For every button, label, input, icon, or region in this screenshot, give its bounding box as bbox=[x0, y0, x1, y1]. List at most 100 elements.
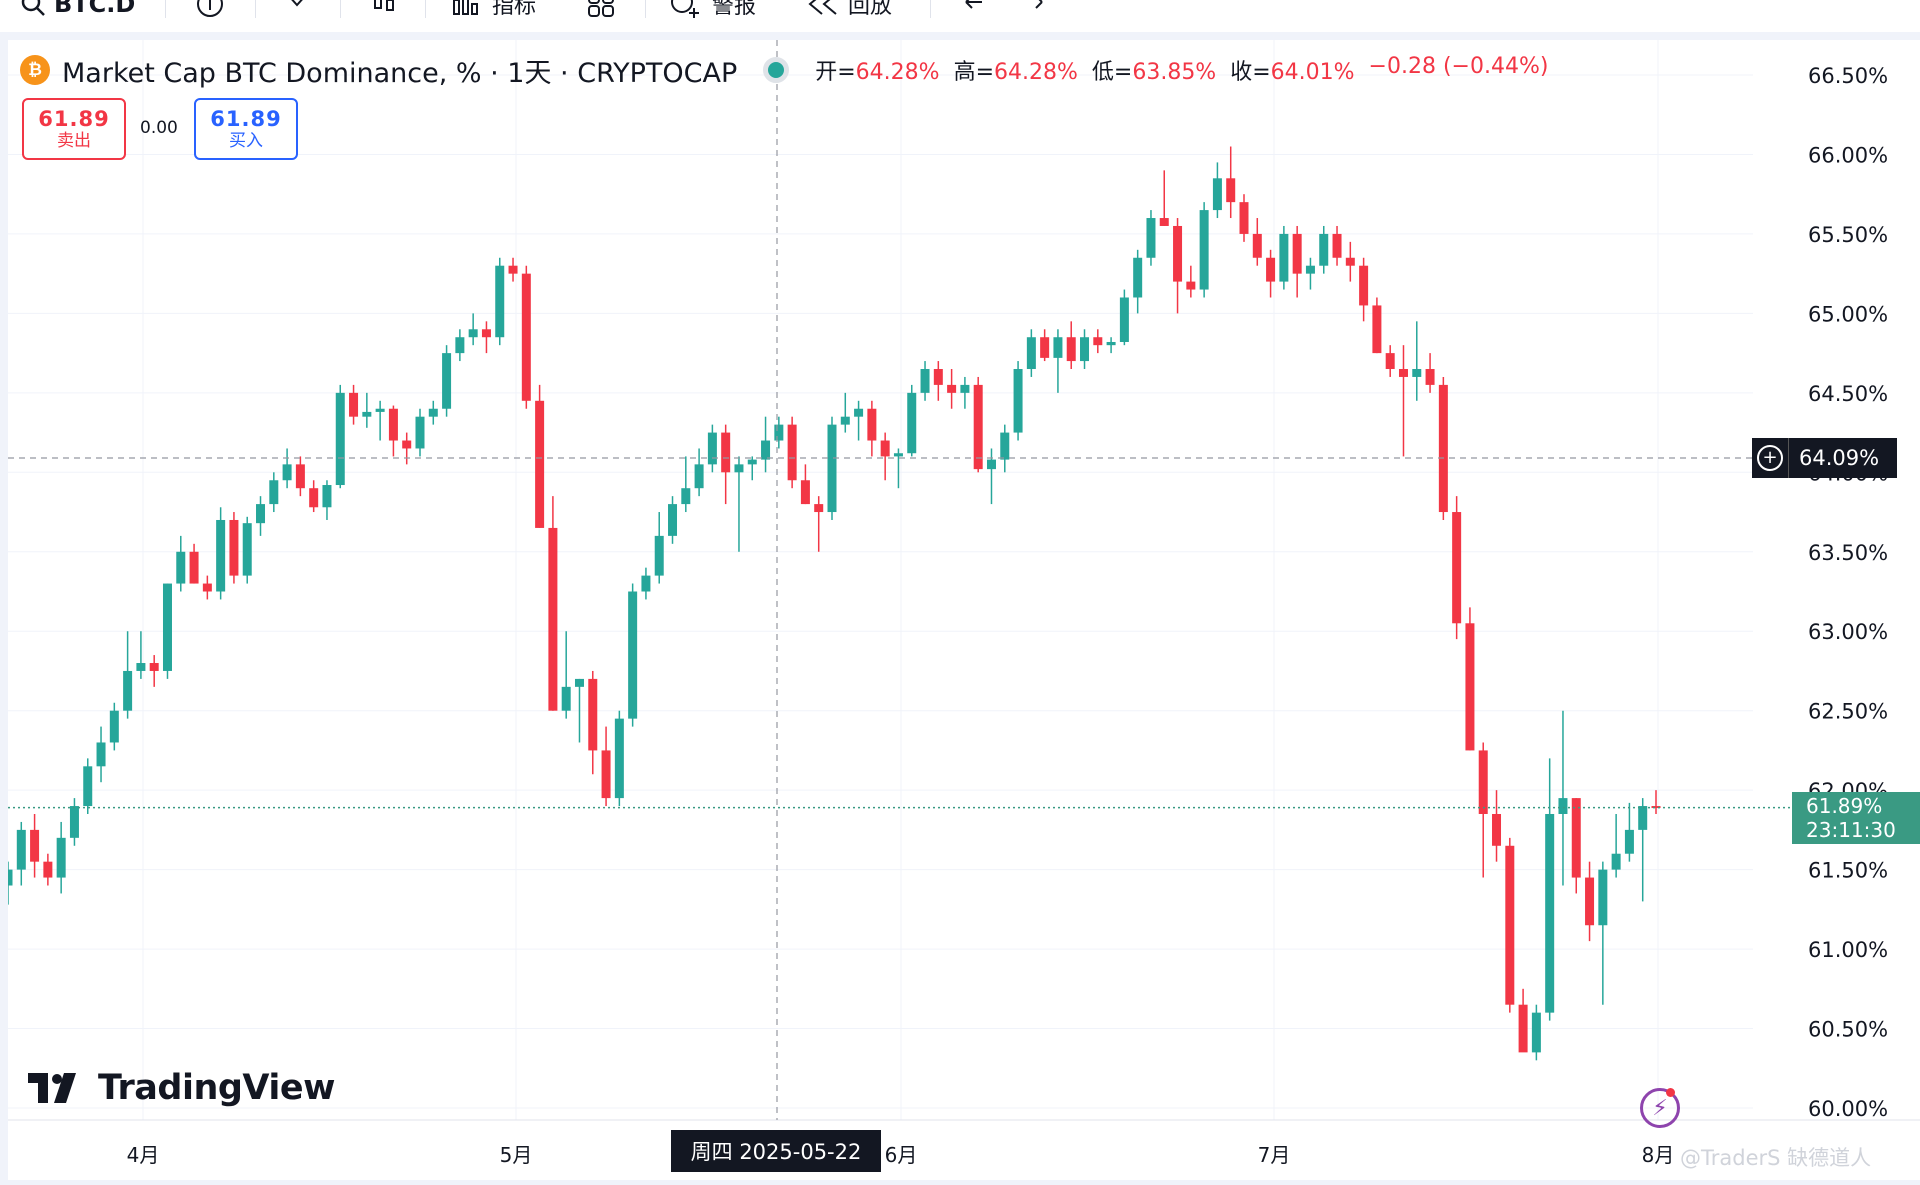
bitcoin-icon: ₿ bbox=[20, 55, 50, 85]
candle-body bbox=[1146, 218, 1156, 258]
candle-body bbox=[83, 766, 93, 807]
candle-body bbox=[548, 527, 558, 711]
symbol-search-button[interactable]: BTC.D bbox=[20, 0, 135, 18]
alert-button[interactable]: 警报 bbox=[668, 0, 757, 19]
toolbar-divider bbox=[645, 0, 646, 18]
interval-button[interactable] bbox=[284, 0, 310, 18]
candle-body bbox=[1093, 337, 1103, 346]
candle-body bbox=[388, 408, 398, 441]
candle-body bbox=[1585, 877, 1595, 926]
candle-body bbox=[495, 265, 505, 338]
candle-body bbox=[1531, 1012, 1541, 1053]
candle-body bbox=[654, 535, 664, 576]
candle-body bbox=[1372, 305, 1382, 354]
y-tick-label: 64.50% bbox=[1808, 382, 1888, 406]
candle-body bbox=[1252, 233, 1262, 258]
candle-body bbox=[1505, 845, 1515, 1005]
add-alert-button[interactable]: + bbox=[1752, 438, 1789, 478]
interval-icon bbox=[291, 0, 303, 7]
y-tick-label: 65.50% bbox=[1808, 223, 1888, 247]
toolbar-divider bbox=[340, 0, 341, 18]
alert-clock-icon bbox=[671, 0, 699, 18]
symbol-title[interactable]: Market Cap BTC Dominance, % · 1天 · CRYPT… bbox=[62, 57, 738, 89]
candle-body bbox=[282, 464, 292, 481]
candle-body bbox=[56, 837, 66, 878]
candle-body bbox=[335, 392, 345, 486]
high-value: 高=64.28% bbox=[953, 60, 1078, 85]
candle-body bbox=[1518, 1004, 1528, 1053]
candle-body bbox=[123, 670, 133, 711]
candle-body bbox=[641, 575, 651, 592]
candle-body bbox=[574, 678, 584, 687]
y-tick-label: 66.00% bbox=[1808, 143, 1888, 167]
candle-body bbox=[455, 337, 465, 354]
add-symbol-button[interactable] bbox=[196, 0, 224, 18]
candle-body bbox=[561, 686, 571, 711]
candle-body bbox=[1305, 265, 1315, 274]
candle-body bbox=[1199, 210, 1209, 290]
top-toolbar: BTC.D 指标 警报 回放 bbox=[0, 0, 1920, 32]
flash-icon[interactable]: ⚡ bbox=[1640, 1088, 1680, 1128]
candle-body bbox=[1159, 218, 1169, 226]
candle-body bbox=[1624, 829, 1634, 854]
candle-body bbox=[269, 480, 279, 505]
toolbar-divider bbox=[425, 0, 426, 18]
candle-body bbox=[109, 710, 119, 743]
candle-body bbox=[1000, 432, 1010, 460]
replay-button[interactable]: 回放 bbox=[806, 0, 893, 19]
sell-label: 卖出 bbox=[57, 131, 91, 151]
candle-body bbox=[415, 416, 425, 449]
ohlc-values: 开=64.28% 高=64.28% 低=63.85% 收=64.01% −0.2… bbox=[815, 54, 1548, 86]
chart-type-button[interactable] bbox=[370, 0, 398, 18]
candle-body bbox=[840, 416, 850, 425]
candle-body bbox=[1319, 233, 1329, 266]
x-tick-label: 5月 bbox=[500, 1143, 533, 1167]
candle-body bbox=[16, 829, 26, 870]
redo-button[interactable] bbox=[1020, 0, 1048, 18]
candle-body bbox=[43, 861, 53, 878]
candle-body bbox=[1412, 369, 1422, 377]
candle-body bbox=[322, 485, 332, 508]
crosshair-price-value: 64.09% bbox=[1799, 446, 1880, 470]
candle-body bbox=[1385, 353, 1395, 370]
search-icon bbox=[21, 0, 45, 16]
candle-body bbox=[1106, 341, 1116, 346]
tradingview-logo[interactable]: TradingView bbox=[28, 1068, 335, 1108]
candle-body bbox=[1026, 337, 1036, 370]
candle-body bbox=[1425, 369, 1435, 385]
candle-body bbox=[867, 408, 877, 441]
candle-body bbox=[1013, 369, 1023, 433]
candle-body bbox=[1571, 798, 1581, 878]
candle-body bbox=[216, 519, 226, 592]
sell-button[interactable]: 61.89 卖出 bbox=[22, 98, 126, 160]
candle-body bbox=[362, 411, 372, 417]
indicators-label: 指标 bbox=[492, 0, 537, 19]
candle-body bbox=[880, 440, 890, 457]
buy-button[interactable]: 61.89 买入 bbox=[194, 98, 298, 160]
candle-body bbox=[535, 400, 545, 528]
crosshair-price-label: + 64.09% bbox=[1752, 438, 1897, 478]
indicators-button[interactable]: 指标 bbox=[452, 0, 537, 19]
layouts-button[interactable] bbox=[586, 0, 616, 18]
grid-icon bbox=[588, 0, 614, 17]
y-tick-label: 63.50% bbox=[1808, 541, 1888, 565]
market-status-icon[interactable] bbox=[763, 57, 790, 83]
candle-body bbox=[30, 829, 40, 862]
candle-body bbox=[149, 663, 159, 671]
x-tick-label: 7月 bbox=[1258, 1143, 1291, 1167]
replay-label: 回放 bbox=[848, 0, 893, 19]
candle-body bbox=[1558, 798, 1568, 814]
candle-body bbox=[734, 464, 744, 473]
alert-label: 警报 bbox=[712, 0, 757, 19]
candle-body bbox=[986, 459, 996, 470]
spread-value: 0.00 bbox=[140, 118, 178, 138]
undo-button[interactable] bbox=[960, 0, 988, 18]
notification-dot bbox=[1666, 1088, 1675, 1097]
candle-body bbox=[1053, 337, 1063, 358]
candle-body bbox=[69, 806, 79, 838]
chart-panel[interactable]: 66.50%66.00%65.50%65.00%64.50%64.00%63.5… bbox=[8, 40, 1920, 1180]
candle-body bbox=[375, 408, 385, 412]
candlestick-chart[interactable]: 66.50%66.00%65.50%65.00%64.50%64.00%63.5… bbox=[8, 40, 1920, 1180]
candle-body bbox=[1359, 265, 1369, 306]
candle-body bbox=[707, 432, 717, 465]
